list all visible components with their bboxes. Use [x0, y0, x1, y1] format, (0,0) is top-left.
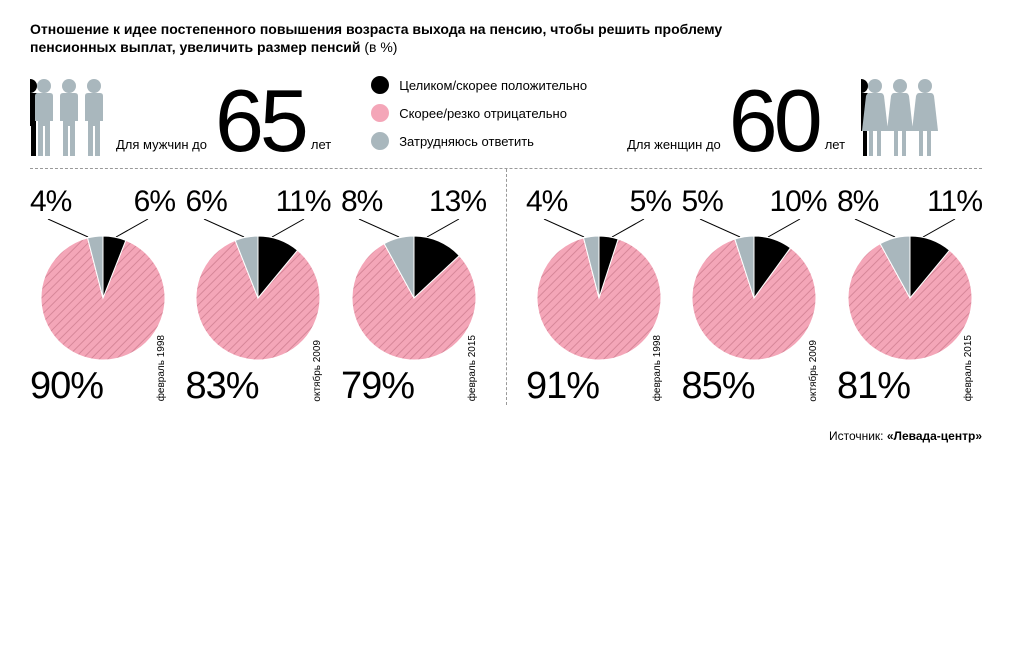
pie-value-negative: 81%	[837, 367, 982, 405]
chart-title: Отношение к идее постепенного повышения …	[30, 20, 790, 56]
pie-top-labels: 4% 6%	[30, 187, 175, 217]
pie-top-labels: 8% 11%	[837, 187, 982, 217]
men-age-number: 65	[215, 84, 305, 159]
pie-top-labels: 4% 5%	[526, 187, 671, 217]
women-icon	[861, 76, 939, 158]
pointer-lines	[341, 219, 486, 237]
pie-value-dontknow: 4%	[526, 187, 567, 217]
pie-date-label: октябрь 2009	[808, 340, 819, 402]
pie-top-labels: 6% 11%	[186, 187, 331, 217]
pie-value-dontknow: 8%	[341, 187, 382, 217]
men-header: Для мужчин до 65 лет	[30, 76, 331, 158]
pie-value-positive: 6%	[134, 187, 175, 217]
charts-container: 4% 6% 90% февраль 1998 6% 11%	[30, 187, 982, 405]
source-prefix: Источник:	[829, 429, 887, 443]
pie-date-label: февраль 2015	[467, 335, 478, 401]
women-age-number: 60	[729, 84, 819, 159]
source-name: «Левада-центр»	[887, 429, 982, 443]
source-line: Источник: «Левада-центр»	[30, 429, 982, 443]
legend-item-positive: Целиком/скорее положительно	[371, 76, 587, 94]
pie-chart	[845, 233, 975, 363]
legend-swatch-positive	[371, 76, 389, 94]
pie-block: 8% 13% 79% февраль 2015	[341, 187, 486, 405]
pie-block: 8% 11% 81% февраль 2015	[837, 187, 982, 405]
pie-value-dontknow: 5%	[682, 187, 723, 217]
men-icon	[30, 76, 108, 158]
pointer-lines	[186, 219, 331, 237]
pie-top-labels: 8% 13%	[341, 187, 486, 217]
pie-block: 4% 6% 90% февраль 1998	[30, 187, 175, 405]
pie-date-label: октябрь 2009	[312, 340, 323, 402]
pie-value-negative: 90%	[30, 367, 175, 405]
pie-value-dontknow: 8%	[837, 187, 878, 217]
title-unit: (в %)	[360, 39, 397, 55]
pie-date-label: февраль 1998	[652, 335, 663, 401]
pie-chart	[534, 233, 664, 363]
legend-swatch-dontknow	[371, 132, 389, 150]
pie-value-positive: 11%	[276, 187, 331, 217]
legend-label-negative: Скорее/резко отрицательно	[399, 106, 567, 121]
pie-value-dontknow: 4%	[30, 187, 71, 217]
pie-chart	[38, 233, 168, 363]
pie-value-positive: 5%	[630, 187, 671, 217]
pointer-lines	[526, 219, 671, 237]
pie-top-labels: 5% 10%	[682, 187, 827, 217]
pie-value-negative: 83%	[186, 367, 331, 405]
pointer-lines	[682, 219, 827, 237]
legend-label-dontknow: Затрудняюсь ответить	[399, 134, 534, 149]
pie-chart	[349, 233, 479, 363]
pie-value-positive: 11%	[927, 187, 982, 217]
legend-item-dontknow: Затрудняюсь ответить	[371, 132, 587, 150]
header-row: Для мужчин до 65 лет Целиком/скорее поло…	[30, 76, 982, 158]
pointer-lines	[30, 219, 175, 237]
women-age-unit: лет	[825, 137, 845, 152]
pie-date-label: февраль 2015	[963, 335, 974, 401]
pie-block: 6% 11% 83% октябрь 2009	[186, 187, 331, 405]
women-subtitle: Для женщин до	[627, 137, 721, 152]
legend: Целиком/скорее положительно Скорее/резко…	[371, 76, 587, 150]
legend-item-negative: Скорее/резко отрицательно	[371, 104, 587, 122]
men-charts: 4% 6% 90% февраль 1998 6% 11%	[30, 187, 506, 405]
pie-block: 4% 5% 91% февраль 1998	[526, 187, 671, 405]
pie-value-negative: 91%	[526, 367, 671, 405]
pie-value-negative: 85%	[682, 367, 827, 405]
pie-value-dontknow: 6%	[186, 187, 227, 217]
pie-value-positive: 10%	[769, 187, 826, 217]
pie-chart	[689, 233, 819, 363]
men-subtitle: Для мужчин до	[116, 137, 207, 152]
divider-vertical	[506, 169, 507, 405]
pie-value-positive: 13%	[429, 187, 486, 217]
men-age-unit: лет	[311, 137, 331, 152]
pie-value-negative: 79%	[341, 367, 486, 405]
pointer-lines	[837, 219, 982, 237]
pie-date-label: февраль 1998	[156, 335, 167, 401]
legend-label-positive: Целиком/скорее положительно	[399, 78, 587, 93]
pie-chart	[193, 233, 323, 363]
legend-swatch-negative	[371, 104, 389, 122]
women-charts: 4% 5% 91% февраль 1998 5% 10% 85% окт	[506, 187, 982, 405]
women-header: Для женщин до 60 лет	[627, 76, 939, 158]
pie-block: 5% 10% 85% октябрь 2009	[682, 187, 827, 405]
